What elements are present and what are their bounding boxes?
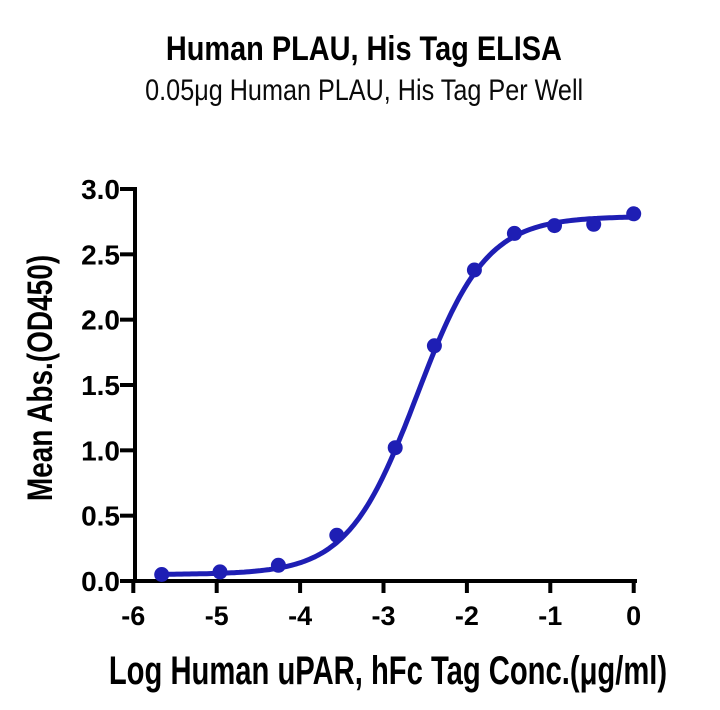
data-point xyxy=(329,527,345,543)
y-tick-label: 1.5 xyxy=(81,370,120,401)
y-tick-label: 2.5 xyxy=(81,239,120,270)
data-point xyxy=(426,338,442,354)
data-point xyxy=(586,216,602,232)
data-point xyxy=(212,564,228,580)
x-tick-label: -5 xyxy=(205,601,229,631)
data-point xyxy=(154,567,170,582)
y-axis-title: Mean Abs.(OD450) xyxy=(20,255,60,501)
y-tick-label: 2.0 xyxy=(81,305,120,336)
chart-title: Human PLAU, His Tag ELISA xyxy=(165,30,562,68)
x-tick-label: -3 xyxy=(371,601,395,631)
data-point xyxy=(626,206,642,222)
data-point xyxy=(506,225,522,241)
x-tick-label: 0 xyxy=(626,601,641,631)
data-point xyxy=(466,262,482,278)
data-point xyxy=(547,218,562,234)
data-point xyxy=(270,557,286,573)
x-axis-title: Log Human uPAR, hFc Tag Conc.(μg/ml) xyxy=(109,649,667,694)
data-point xyxy=(387,440,403,456)
chart-subtitle: 0.05μg Human PLAU, His Tag Per Well xyxy=(145,74,584,107)
x-tick-label: -4 xyxy=(288,601,312,631)
y-tick-label: 0.0 xyxy=(81,566,120,597)
y-tick-label: 1.0 xyxy=(81,435,120,466)
x-tick-label: -2 xyxy=(455,601,479,631)
y-tick-label: 0.5 xyxy=(81,501,120,532)
x-tick-label: -1 xyxy=(538,601,562,631)
y-tick-label: 3.0 xyxy=(81,174,120,205)
fit-curve xyxy=(159,214,635,577)
x-tick-label: -6 xyxy=(121,601,145,631)
